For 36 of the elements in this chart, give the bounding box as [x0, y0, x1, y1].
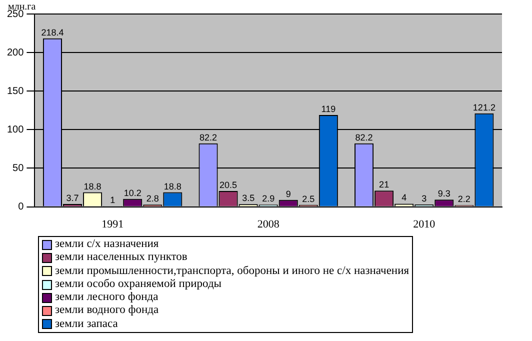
data-label: 1	[110, 195, 116, 206]
data-label: 20.5	[220, 180, 238, 190]
data-label: 2.8	[146, 194, 159, 204]
data-label: 218.4	[41, 27, 64, 38]
data-label: 9.3	[438, 188, 450, 199]
data-label: 21	[379, 180, 390, 190]
data-label: 3	[422, 193, 427, 204]
legend-label: земли запаса	[55, 318, 118, 332]
data-label: 3.5	[242, 193, 255, 204]
data-label: 4	[402, 192, 407, 203]
legend-label: земли промышленности,транспорта, обороны и иного не с/х назначения	[55, 264, 410, 278]
y-tick-label: 0	[18, 202, 24, 213]
data-label: 121.2	[472, 102, 496, 112]
y-tick-label: 100	[6, 124, 24, 136]
data-label: 82.2	[355, 132, 373, 142]
legend-label: земли с/х назначения	[55, 238, 159, 252]
legend-label: земли особо охраняемой природы	[55, 278, 222, 292]
y-tick-label: 150	[6, 86, 24, 97]
legend-label: земли населенных пунктов	[55, 251, 188, 265]
legend-label: земли лесного фонда	[55, 291, 158, 304]
data-label: 82.2	[199, 132, 218, 142]
legend-label: земли водного фонда	[55, 304, 159, 318]
data-label: 2.5	[302, 194, 315, 204]
data-label: 10.2	[124, 188, 142, 198]
data-label: 18.8	[164, 181, 182, 192]
x-tick-label: 2008	[257, 218, 280, 230]
data-label: 9	[286, 188, 291, 199]
x-tick-label: 1991	[102, 218, 124, 230]
data-label: 119	[321, 104, 336, 114]
y-tick-label: 50	[12, 162, 24, 174]
data-label: 2.9	[262, 194, 275, 204]
data-label: 3.7	[66, 192, 79, 203]
data-label: 2.2	[458, 194, 470, 204]
y-tick-label: 200	[6, 47, 24, 58]
data-label: 18.8	[84, 181, 102, 192]
x-tick-label: 2010	[413, 218, 436, 230]
